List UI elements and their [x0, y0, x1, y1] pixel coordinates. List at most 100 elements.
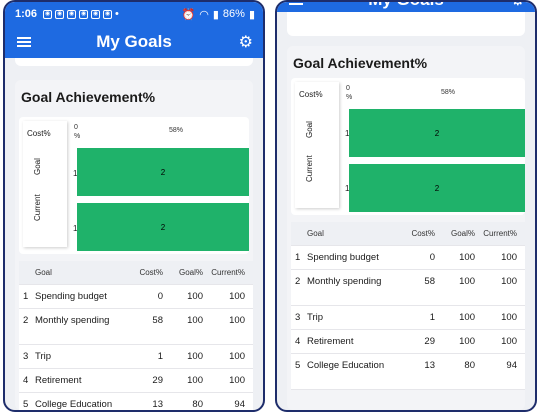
row-goal: Retirement	[35, 375, 82, 386]
row-goal: Monthly spending	[35, 315, 110, 326]
row-cost: 1	[429, 312, 435, 323]
table-row[interactable]: 4 Retirement 29 100 100	[19, 369, 253, 393]
table-row[interactable]: 3 Trip 1 100 100	[291, 306, 525, 330]
legend-category-current: Current	[305, 155, 314, 182]
row-current: 100	[229, 375, 245, 386]
header-cost: Cost%	[411, 229, 435, 238]
row-cost: 58	[424, 276, 435, 287]
row-goal-pct: 100	[459, 252, 475, 263]
bar-label: 2	[160, 222, 166, 232]
table-row[interactable]: 1 Spending budget 0 100 100	[291, 246, 525, 270]
table-row[interactable]: 4 Retirement 29 100 100	[291, 330, 525, 354]
row-goal-pct: 100	[459, 336, 475, 347]
row-goal: Retirement	[307, 336, 354, 347]
table-row[interactable]: 1 Spending budget 0 100 100	[19, 285, 253, 309]
header-goal-pct: Goal%	[178, 268, 203, 277]
row-index: 1	[23, 291, 29, 302]
row-current: 100	[501, 312, 517, 323]
previous-card	[15, 58, 253, 66]
row-cost: 0	[429, 252, 435, 263]
table-row[interactable]: 2 Monthly spending 58 100 100	[19, 309, 253, 345]
settings-gear-icon[interactable]: ⚙	[238, 34, 253, 51]
settings-gear-icon[interactable]: ⚙	[510, 0, 525, 9]
row-index: 2	[295, 276, 301, 287]
row-current: 100	[229, 291, 245, 302]
bar-row-label: 1	[73, 224, 78, 233]
goal-achievement-card: Goal Achievement% Cost% Goal Current 0 %…	[15, 80, 253, 410]
row-current: 94	[234, 399, 245, 410]
row-cost: 29	[424, 336, 435, 347]
row-goal: College Education	[35, 399, 113, 410]
header-goal: Goal	[307, 229, 324, 238]
table-row[interactable]: 5 College Education 13 80 94	[291, 354, 525, 390]
bar-label: 2	[434, 128, 440, 138]
phone-screen-left: 1:06 ◉ ◉ ◉ ◉ ◉ ◉ • ⏰ ◠ ▮ 86% ▮ My Goals …	[3, 0, 265, 412]
table-header-row: Goal Cost% Goal% Current%	[291, 222, 525, 246]
main-content[interactable]: Goal Achievement% Cost% Goal Current 0 %…	[5, 58, 263, 410]
legend-header: Cost%	[27, 129, 51, 138]
row-goal: Spending budget	[307, 252, 379, 263]
notification-icons: ◉ ◉ ◉ ◉ ◉ ◉ •	[43, 8, 182, 20]
notification-icon: ◉	[79, 9, 89, 19]
row-index: 2	[23, 315, 29, 326]
row-goal-pct: 100	[187, 375, 203, 386]
row-goal: Trip	[307, 312, 324, 323]
row-cost: 58	[152, 315, 163, 326]
table-row[interactable]: 5 College Education 13 80 94	[19, 393, 253, 410]
alarm-icon: ⏰	[181, 8, 196, 21]
hamburger-menu-icon[interactable]	[17, 35, 31, 49]
axis-tick-zero: 0 %	[346, 85, 353, 101]
bar-current: 2	[77, 203, 249, 251]
table-row[interactable]: 3 Trip 1 100 100	[19, 345, 253, 369]
goal-achievement-chart: Cost% Goal Current 0 % 58% 1 2 1 2	[19, 117, 249, 254]
header-current: Current%	[483, 229, 517, 238]
notification-icon: ◉	[67, 9, 77, 19]
header-cost: Cost%	[139, 268, 163, 277]
status-time: 1:06	[15, 8, 38, 20]
row-goal: Trip	[35, 351, 52, 362]
row-current: 94	[506, 360, 517, 371]
bar-goal: 2	[349, 109, 525, 157]
axis-tick-zero: 0 %	[74, 124, 81, 140]
header-goal-pct: Goal%	[450, 229, 475, 238]
row-goal-pct: 80	[192, 399, 203, 410]
goals-table: Goal Cost% Goal% Current% 1 Spending bud…	[291, 222, 525, 390]
axis-tick-58: 58%	[441, 89, 456, 96]
battery-text: 86%	[222, 8, 245, 20]
row-index: 3	[295, 312, 301, 323]
bar-row-label: 1	[345, 129, 350, 138]
row-current: 100	[229, 315, 245, 326]
main-content[interactable]: Goal Achievement% Cost% Goal Current 0 %…	[277, 12, 535, 410]
row-goal-pct: 100	[187, 315, 203, 326]
row-cost: 13	[152, 399, 163, 410]
notification-icon: ◉	[43, 9, 53, 19]
card-title: Goal Achievement%	[21, 89, 156, 105]
row-goal: College Education	[307, 360, 385, 371]
row-index: 5	[23, 399, 29, 410]
status-indicators: ⏰ ◠ ▮ 86% ▮	[182, 8, 255, 21]
app-bar: My Goals ⚙	[277, 0, 535, 12]
row-current: 100	[501, 336, 517, 347]
table-header-row: Goal Cost% Goal% Current%	[19, 261, 253, 285]
row-goal-pct: 100	[459, 276, 475, 287]
goals-table: Goal Cost% Goal% Current% 1 Spending bud…	[19, 261, 253, 410]
card-title: Goal Achievement%	[293, 55, 428, 71]
chart-legend: Cost% Goal Current	[23, 121, 67, 247]
bar-row-label: 1	[345, 184, 350, 193]
row-goal: Monthly spending	[307, 276, 382, 287]
goal-achievement-card: Goal Achievement% Cost% Goal Current 0 %…	[287, 46, 525, 410]
signal-icon: ▮	[212, 8, 219, 21]
row-goal-pct: 100	[459, 312, 475, 323]
wifi-icon: ◠	[199, 8, 209, 21]
bar-current: 2	[349, 164, 525, 212]
hamburger-menu-icon[interactable]	[289, 2, 303, 7]
notification-icon: ◉	[55, 9, 65, 19]
header-current: Current%	[211, 268, 245, 277]
notification-icon: ◉	[91, 9, 101, 19]
row-goal-pct: 100	[187, 291, 203, 302]
row-index: 4	[23, 375, 29, 386]
bar-row-label: 1	[73, 169, 78, 178]
phone-screen-right: My Goals ⚙ Goal Achievement% Cost% Goal …	[275, 0, 537, 412]
table-row[interactable]: 2 Monthly spending 58 100 100	[291, 270, 525, 306]
row-goal: Spending budget	[35, 291, 107, 302]
